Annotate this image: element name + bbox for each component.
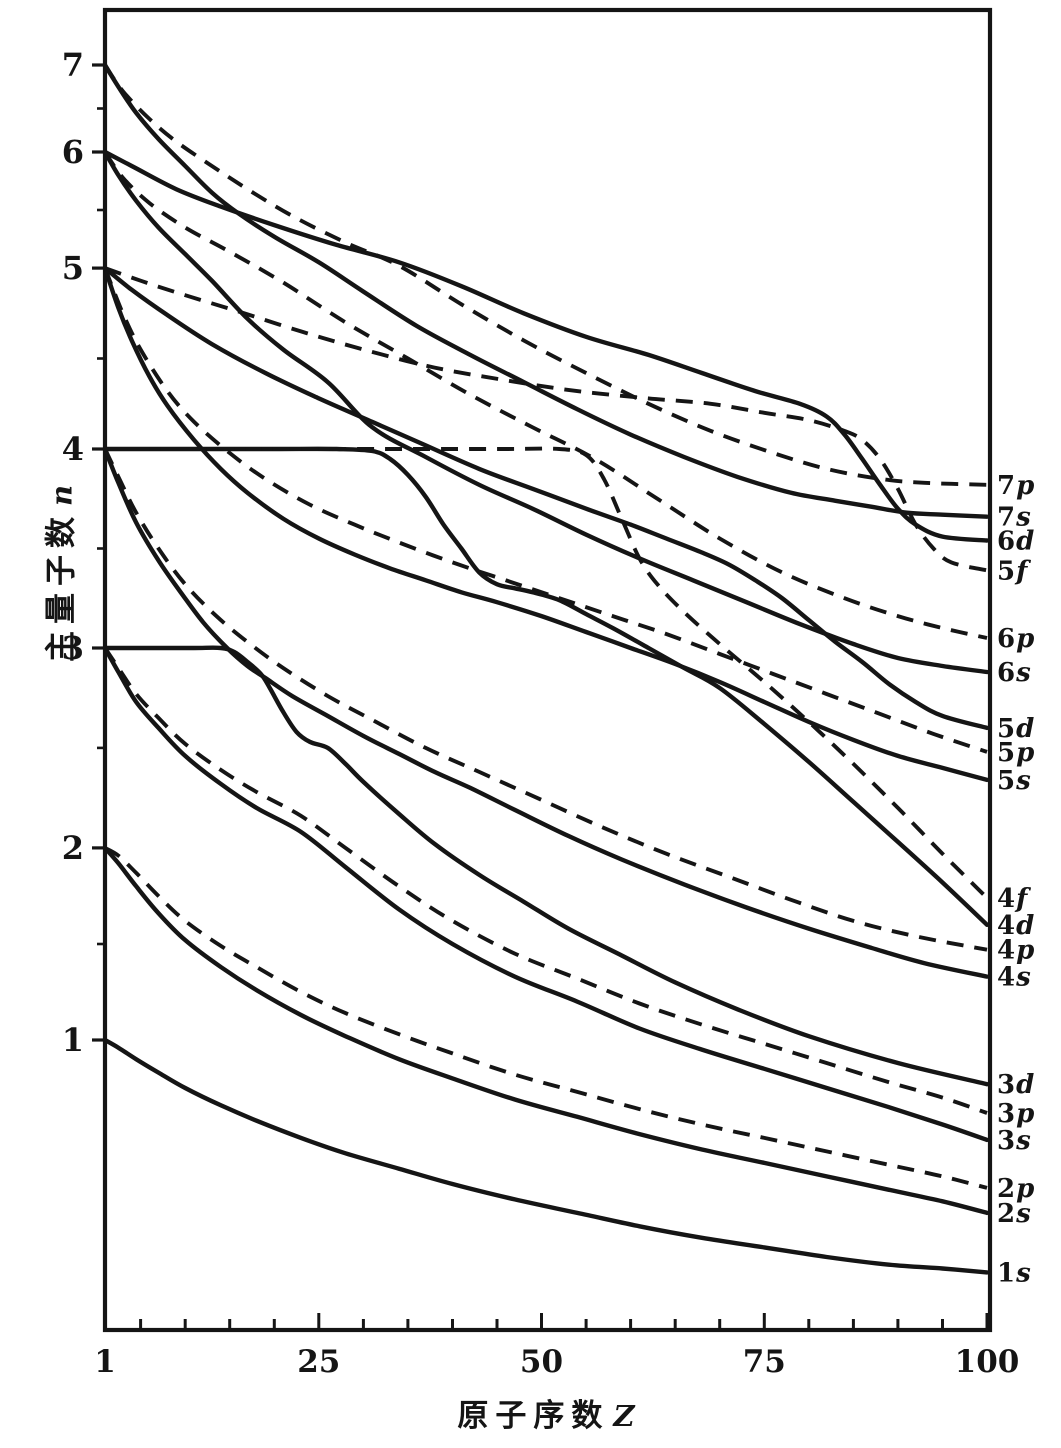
curve-5p [103,267,988,754]
y-axis-variable: n [44,484,79,507]
curve-3s [102,645,990,1143]
y-tick-label-1: 1 [62,1021,84,1059]
curve-label-4p: 4p [997,936,1034,966]
curve-label-3p: 3p [997,1099,1034,1129]
curve-label-7s: 7s [997,503,1031,533]
curve-3d [102,645,990,1087]
y-tick-label-7: 7 [62,46,84,84]
curve-4s [102,446,990,979]
y-tick-label-4: 4 [62,430,84,468]
x-tick-label-75: 75 [743,1344,786,1380]
curve-5s [102,265,990,783]
curve-5d [102,265,990,731]
y-tick-label-5: 5 [62,249,84,287]
y-tick-label-3: 3 [62,629,84,667]
x-axis-title-text: 原子序数 [457,1398,610,1434]
curve-label-5s: 5s [997,766,1031,796]
curve-2p [104,846,988,1190]
curve-6s [102,149,990,675]
x-tick-label-100: 100 [955,1344,1020,1380]
y-tick-label-2: 2 [62,829,84,867]
x-tick-label-25: 25 [297,1344,340,1380]
curve-5f [104,266,988,573]
curve-label-5p: 5p [997,738,1034,768]
curve-label-5f: 5f [997,556,1031,586]
curve-4d [102,446,990,927]
curve-1s [102,1037,990,1275]
plot-border [102,7,993,1333]
x-axis-variable: Z [613,1399,635,1433]
curve-7p [103,63,988,487]
y-axis-title-text: 主量子数 [43,510,80,663]
curve-label-3d: 3d [997,1070,1034,1100]
curve-label-6p: 6p [997,624,1034,654]
curve-label-6d: 6d [997,527,1034,557]
curve-4p [103,448,988,952]
curve-label-4f: 4f [997,884,1031,914]
curve-6p [103,150,988,640]
curve-label-5d: 5d [997,714,1034,744]
curve-label-2p: 2p [997,1174,1034,1204]
curve-label-4d: 4d [997,911,1034,941]
curve-3p [103,646,988,1115]
curve-label-2s: 2s [997,1199,1031,1229]
curve-label-3s: 3s [997,1126,1031,1156]
curve-label-7p: 7p [997,471,1034,501]
x-axis-title: 原子序数 Z [396,1390,696,1435]
x-tick-label-1: 1 [94,1344,116,1380]
curve-2s [102,845,990,1216]
y-axis-title: 主量子数 n [36,424,81,724]
curve-6d [102,149,990,543]
y-tick-label-6: 6 [62,133,84,171]
curve-label-4s: 4s [997,963,1031,993]
curve-7s [102,62,990,519]
x-tick-label-50: 50 [520,1344,563,1380]
curve-label-6s: 6s [997,658,1031,688]
curve-label-1s: 1s [997,1258,1031,1288]
